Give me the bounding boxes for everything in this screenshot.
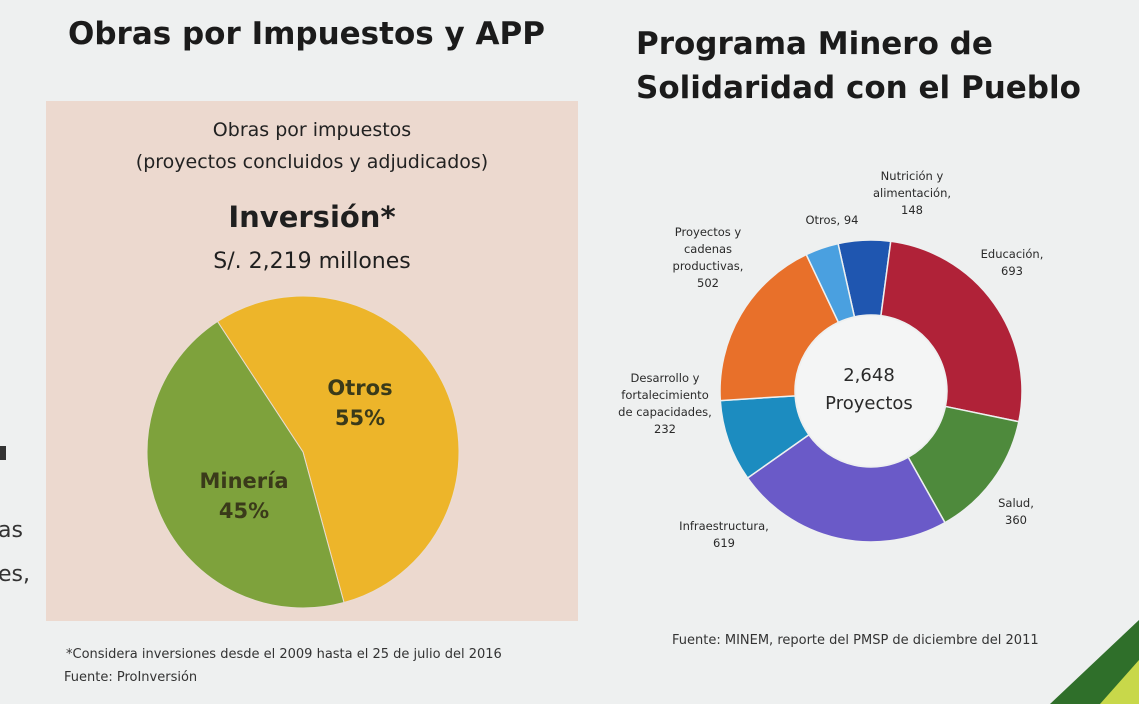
donut-slice-infraestructura — [746, 433, 946, 543]
donut-slice-proyectos-y-cadenas-productivas — [719, 253, 840, 402]
pie-label-mineria: Minería 45% — [184, 466, 304, 526]
slice-value-otros: 55% — [334, 406, 386, 430]
pie-label-otros: Otros 55% — [300, 373, 420, 433]
right-heading-line1: Programa Minero de — [636, 26, 993, 62]
left-source: Fuente: ProInversión — [64, 670, 198, 685]
investment-pie-chart — [146, 295, 460, 609]
right-source: Fuente: MINEM, reporte del PMSP de dicie… — [672, 633, 1039, 648]
donut-label-nutrici-n-y-alimentaci-n: Nutrición y alimentación, 148 — [873, 169, 951, 217]
donut-label-educaci-n: Educación, 693 — [981, 247, 1044, 278]
corner-decoration — [1050, 620, 1139, 704]
donut-label-infraestructura: Infraestructura, 619 — [679, 519, 769, 550]
edge-text-fragment-1: as — [0, 518, 23, 543]
edge-text-fragment-2: es, — [0, 562, 30, 587]
slice-name-otros: Otros — [327, 376, 393, 400]
panel-subtitle-2: (proyectos concluidos y adjudicados) — [135, 151, 489, 173]
pie-slice-miner-a — [146, 320, 345, 609]
pie-slice-otros — [216, 295, 460, 604]
slice-name-mineria: Minería — [199, 469, 289, 493]
donut-label-otros: Otros, 94 — [805, 213, 858, 227]
donut-center-value: 2,648 — [843, 365, 895, 386]
left-footnote: *Considera inversiones desde el 2009 has… — [66, 647, 502, 662]
panel-subtitle-1: Obras por impuestos — [212, 119, 412, 141]
projects-donut-chart: Nutrición y alimentación, 148 Educación, 693… — [618, 169, 1043, 550]
slice-value-mineria: 45% — [218, 499, 270, 523]
donut-label-desarrollo-y-fortalecimiento-de-capacidades: Desarrollo y fortalecimiento de capacidade… — [618, 371, 712, 436]
donut-slice-otros — [805, 242, 856, 324]
right-heading-line2: Solidaridad con el Pueblo — [636, 70, 1081, 106]
investment-amount: S/. 2,219 millones — [213, 249, 411, 274]
donut-label-salud: Salud, 360 — [998, 496, 1034, 527]
investment-title: Inversión* — [228, 200, 396, 234]
donut-center-label: Proyectos — [825, 393, 913, 414]
donut-slice-educaci-n — [880, 240, 1023, 423]
left-heading: Obras por Impuestos y APP — [68, 16, 545, 52]
edge-mark — [0, 446, 6, 460]
donut-label-proyectos-y-cadenas-productivas: Proyectos y cadenas productivas, 502 — [673, 225, 744, 290]
donut-center — [796, 316, 946, 466]
